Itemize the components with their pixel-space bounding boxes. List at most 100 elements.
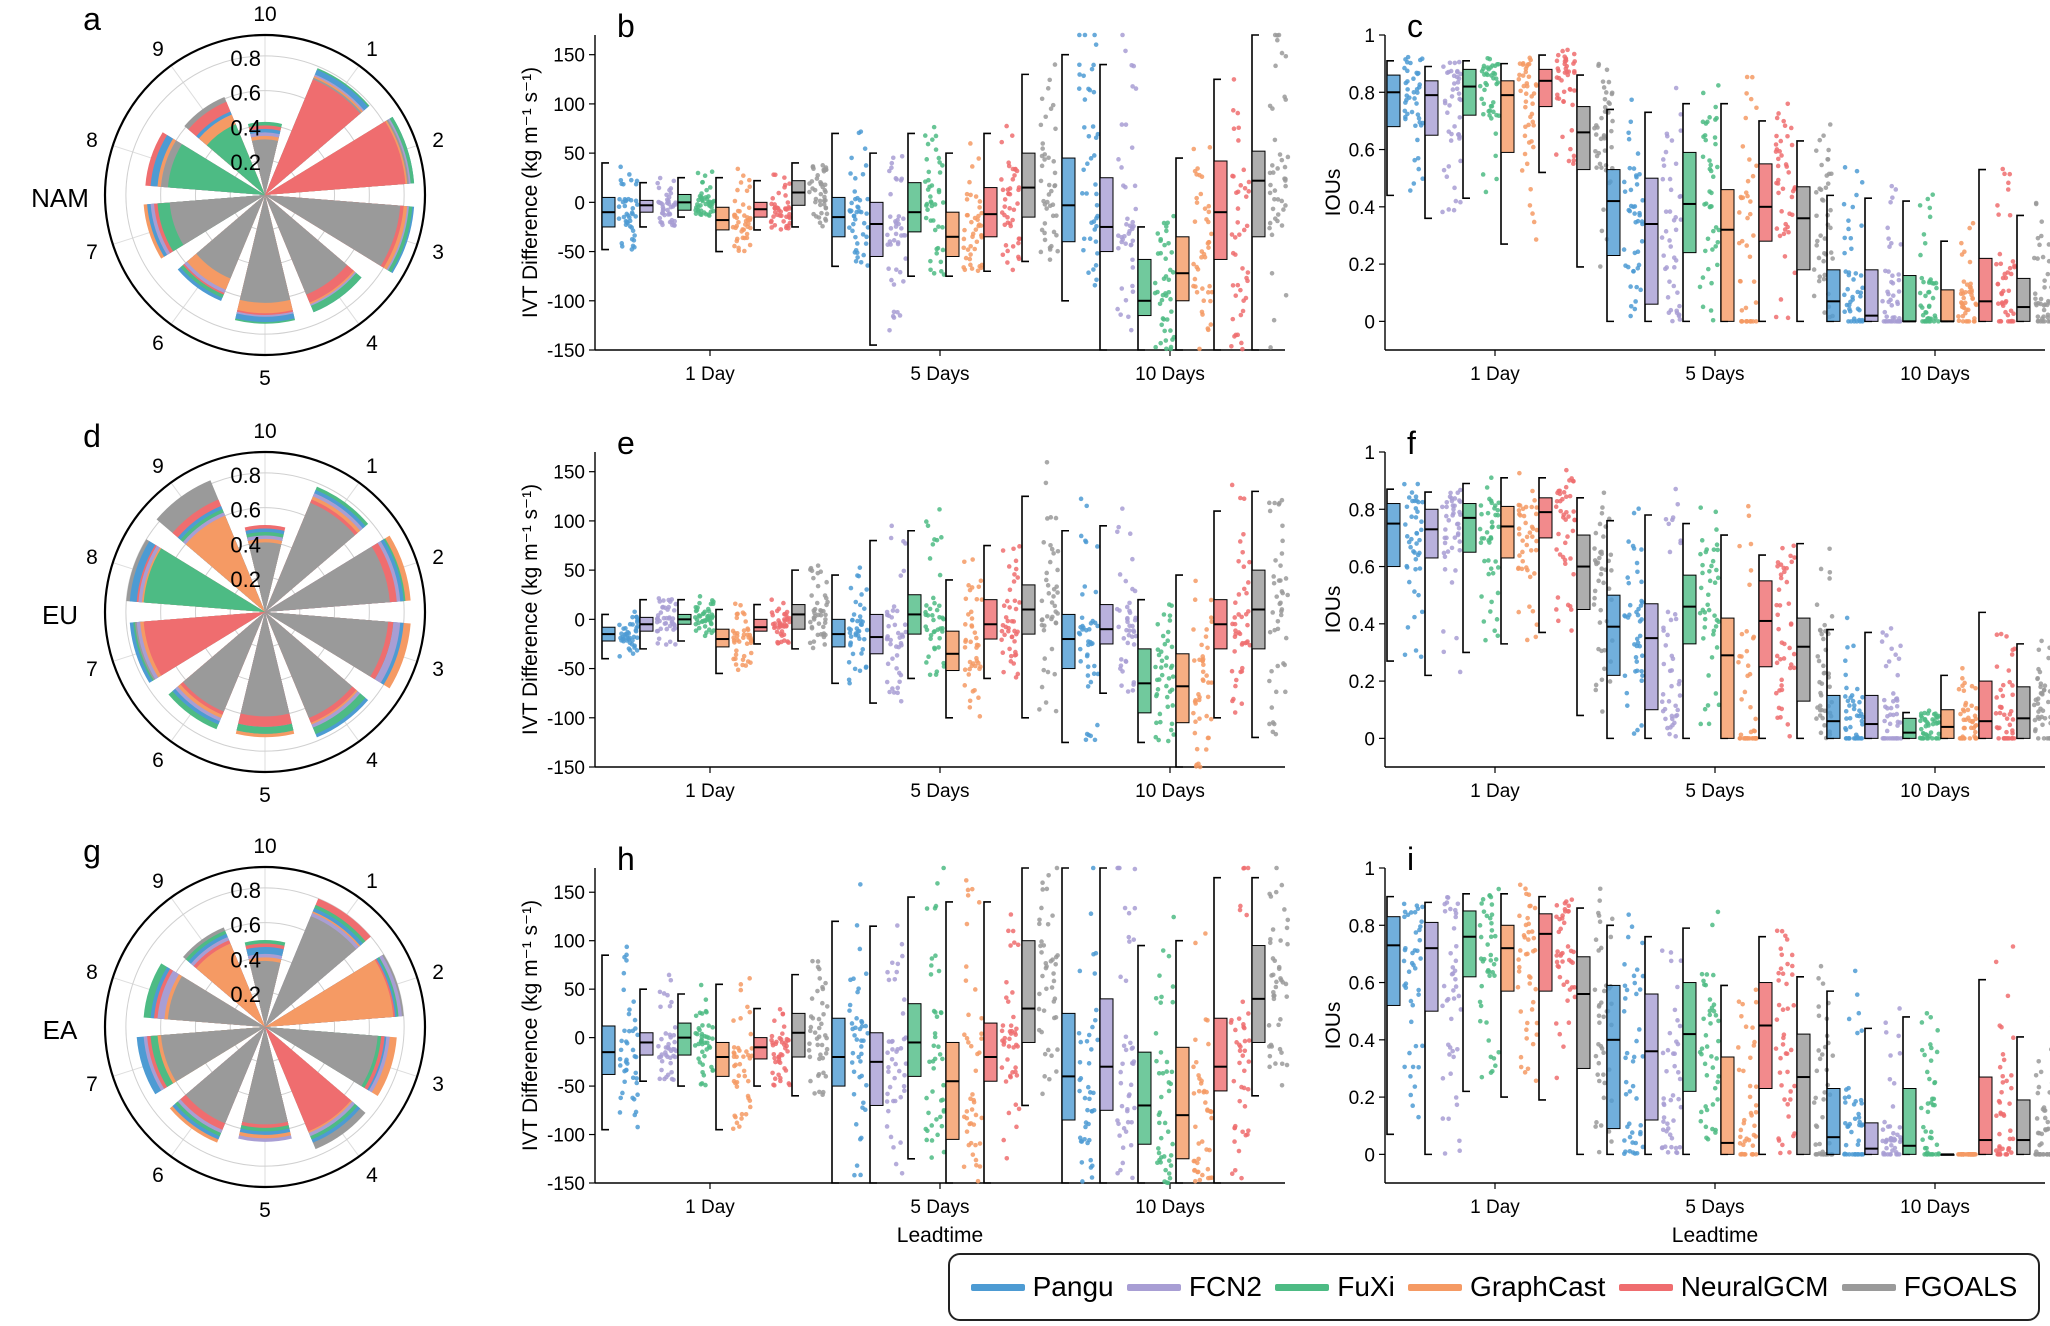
point-fuxi (1485, 967, 1491, 973)
point-fcn2 (903, 629, 909, 635)
point-pangu (865, 263, 870, 268)
point-pangu (619, 241, 625, 246)
point-fgoals (1828, 207, 1833, 213)
whisker-graphcast (1500, 62, 1508, 245)
point-fcn2 (658, 610, 664, 615)
point-fuxi (1490, 524, 1495, 529)
point-neuralgcm (776, 190, 782, 196)
point-pangu (1625, 575, 1631, 580)
point-neuralgcm (1565, 998, 1570, 1003)
point-graphcast (977, 1141, 983, 1146)
point-fcn2 (1121, 636, 1127, 641)
point-graphcast (1202, 254, 1208, 260)
point-pangu (853, 258, 859, 264)
point-neuralgcm (1007, 1036, 1012, 1042)
point-graphcast (962, 1032, 967, 1038)
point-fcn2 (656, 636, 662, 642)
point-pangu (1629, 924, 1635, 930)
point-pangu (631, 1096, 637, 1102)
point-fcn2 (887, 239, 893, 244)
point-fuxi (1488, 1070, 1494, 1075)
polar-bar-sector-4-fgoals (265, 195, 347, 295)
point-pangu (857, 602, 863, 608)
point-graphcast (974, 1162, 979, 1168)
box-graphcast (945, 630, 960, 672)
point-neuralgcm (774, 629, 780, 635)
point-fcn2 (1678, 958, 1684, 964)
point-fcn2 (1670, 318, 1675, 324)
point-fcn2 (1445, 70, 1450, 76)
point-graphcast (1201, 1089, 1207, 1095)
point-graphcast (1524, 565, 1529, 570)
point-fuxi (1159, 1155, 1164, 1160)
point-fcn2 (1130, 688, 1136, 693)
point-fgoals (822, 1033, 828, 1038)
point-fcn2 (1119, 683, 1124, 688)
point-neuralgcm (782, 175, 787, 180)
point-fuxi (937, 572, 943, 578)
point-neuralgcm (1777, 233, 1783, 239)
point-fgoals (1279, 882, 1285, 888)
point-neuralgcm (1001, 669, 1006, 675)
point-neuralgcm (1241, 1022, 1246, 1027)
point-pangu (1412, 614, 1417, 620)
point-neuralgcm (1235, 220, 1241, 225)
point-fgoals (810, 958, 815, 964)
point-fgoals (1266, 1023, 1272, 1028)
point-neuralgcm (783, 206, 788, 212)
point-fcn2 (885, 232, 890, 238)
point-fuxi (1925, 721, 1931, 726)
point-pangu (846, 677, 852, 683)
point-fcn2 (1446, 207, 1452, 212)
point-fuxi (1165, 1180, 1171, 1186)
point-fuxi (1496, 1049, 1501, 1055)
point-fgoals (1593, 1053, 1599, 1059)
point-fgoals (807, 189, 812, 195)
point-fgoals (822, 187, 828, 193)
point-graphcast (1970, 220, 1976, 226)
point-fgoals (822, 182, 828, 188)
point-fcn2 (1132, 866, 1138, 872)
point-fuxi (1484, 485, 1490, 490)
point-graphcast (1524, 161, 1530, 167)
point-fcn2 (1894, 711, 1900, 717)
point-fcn2 (1130, 265, 1136, 270)
point-fuxi (1166, 953, 1172, 959)
point-fuxi (1164, 346, 1169, 352)
point-neuralgcm (1010, 244, 1016, 249)
point-graphcast (963, 255, 969, 261)
point-fcn2 (1118, 1069, 1123, 1075)
box-pangu (1606, 984, 1621, 1130)
point-fgoals (1049, 600, 1055, 605)
point-pangu (1622, 673, 1628, 679)
point-fuxi (941, 272, 947, 277)
radial-tick-label: 0.6 (230, 913, 261, 938)
point-graphcast (1526, 74, 1532, 80)
point-fgoals (1041, 667, 1047, 673)
point-fcn2 (1119, 165, 1124, 170)
point-pangu (630, 614, 635, 620)
point-neuralgcm (1555, 66, 1561, 71)
point-fgoals (1279, 223, 1285, 228)
point-pangu (1083, 538, 1088, 544)
point-graphcast (1964, 282, 1970, 287)
point-pangu (849, 200, 854, 206)
point-fuxi (940, 163, 945, 168)
point-neuralgcm (1230, 283, 1236, 288)
point-neuralgcm (1241, 496, 1247, 501)
point-graphcast (1205, 327, 1211, 333)
point-pangu (617, 196, 622, 202)
box-pangu (1386, 916, 1401, 1006)
point-fuxi (930, 137, 935, 142)
point-graphcast (968, 1121, 974, 1126)
point-pangu (619, 631, 624, 636)
point-fcn2 (888, 637, 893, 643)
box-graphcast (1940, 709, 1955, 739)
point-neuralgcm (1791, 665, 1797, 671)
point-fcn2 (1456, 59, 1462, 65)
x-tick-label: 1 Day (1470, 1197, 1520, 1218)
point-neuralgcm (1242, 185, 1248, 191)
point-neuralgcm (773, 1041, 779, 1047)
point-graphcast (977, 205, 982, 210)
point-neuralgcm (1554, 903, 1560, 908)
